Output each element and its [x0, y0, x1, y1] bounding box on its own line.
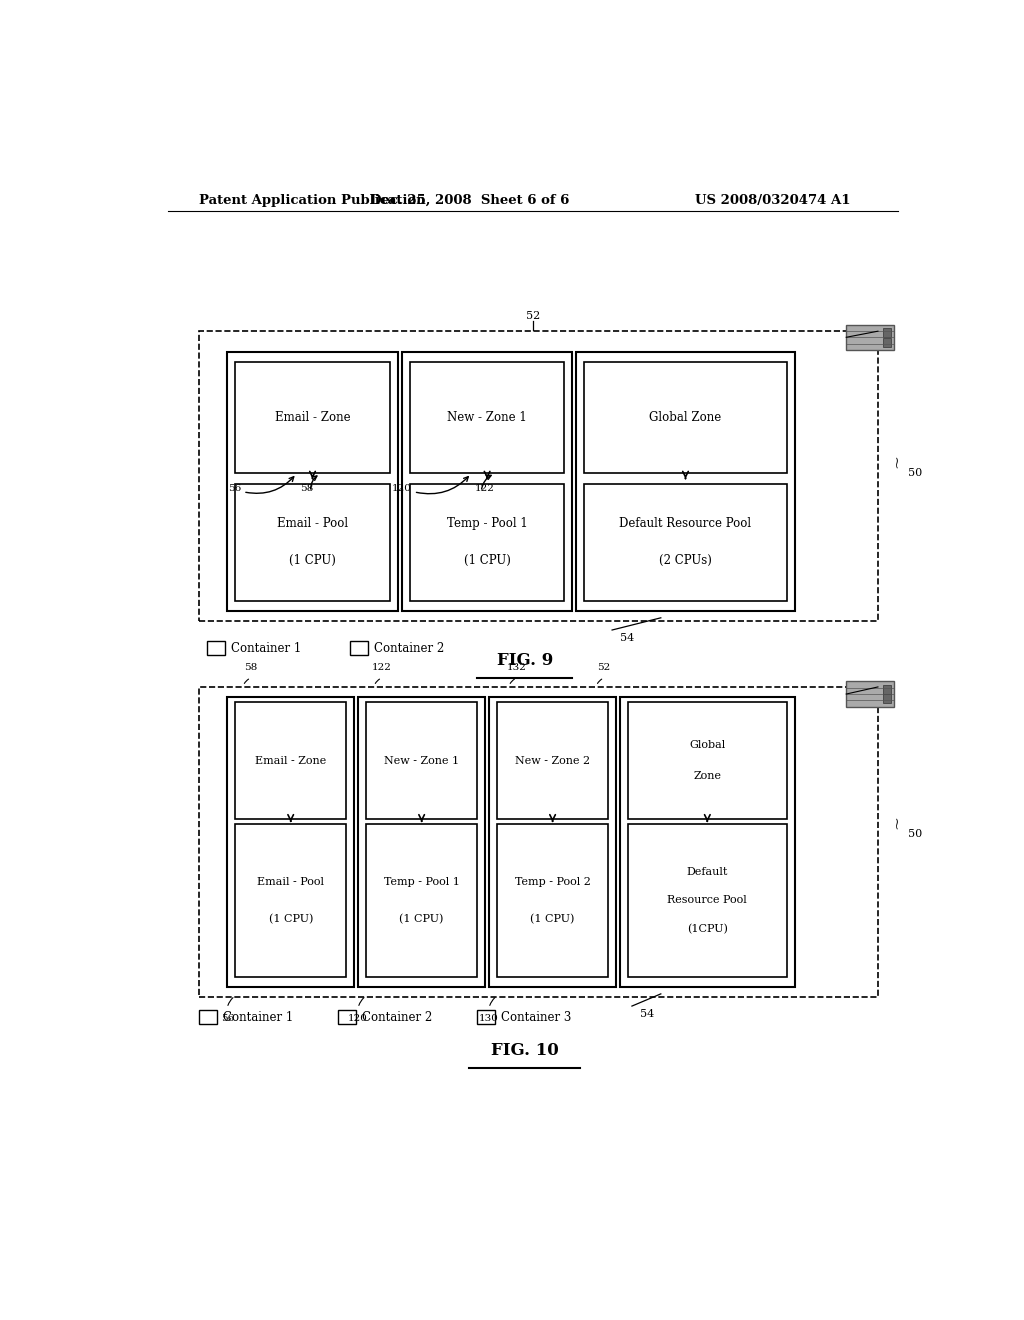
Text: New - Zone 1: New - Zone 1 [447, 411, 527, 424]
Text: Container 1: Container 1 [223, 1011, 294, 1024]
Text: Default Resource Pool: Default Resource Pool [620, 517, 752, 531]
Text: New - Zone 1: New - Zone 1 [384, 755, 459, 766]
Text: 132: 132 [507, 663, 526, 672]
Text: Temp - Pool 1: Temp - Pool 1 [446, 517, 527, 531]
Text: 50: 50 [908, 469, 923, 478]
Text: Resource Pool: Resource Pool [668, 895, 748, 906]
Text: Temp - Pool 2: Temp - Pool 2 [515, 876, 591, 887]
Text: Container 2: Container 2 [374, 642, 444, 655]
Bar [207, 642, 225, 656]
Text: 50: 50 [908, 829, 923, 840]
Bar [236, 824, 346, 977]
Text: Email - Zone: Email - Zone [255, 755, 327, 766]
Bar [410, 483, 564, 601]
Text: (1 CPU): (1 CPU) [464, 554, 511, 566]
Text: Email - Pool: Email - Pool [276, 517, 348, 531]
Text: 122: 122 [372, 663, 392, 672]
Bar [200, 1010, 217, 1024]
Bar [497, 702, 608, 818]
Text: Container 2: Container 2 [362, 1011, 432, 1024]
Text: 122: 122 [475, 484, 495, 494]
Text: FIG. 10: FIG. 10 [490, 1041, 559, 1059]
Bar [358, 697, 485, 987]
Bar [883, 685, 892, 693]
Bar [410, 362, 564, 474]
Text: 56: 56 [220, 1014, 233, 1023]
Text: (1 CPU): (1 CPU) [399, 913, 443, 924]
Text: Default: Default [687, 867, 728, 876]
Text: ~: ~ [888, 816, 905, 829]
Bar [200, 331, 878, 620]
Text: Global Zone: Global Zone [649, 411, 722, 424]
Text: 58: 58 [245, 663, 258, 672]
Bar [585, 362, 786, 474]
Text: 120: 120 [392, 484, 412, 494]
Text: (2 CPUs): (2 CPUs) [659, 554, 712, 566]
Text: 54: 54 [620, 634, 634, 643]
Text: Email - Zone: Email - Zone [274, 411, 350, 424]
Bar [227, 351, 397, 611]
Bar [236, 483, 390, 601]
Bar [577, 351, 795, 611]
Text: 52: 52 [525, 312, 540, 321]
Bar [883, 338, 892, 347]
Bar [367, 702, 477, 818]
Bar [401, 351, 572, 611]
Text: Zone: Zone [693, 771, 721, 781]
Bar [585, 483, 786, 601]
Text: 54: 54 [640, 1010, 654, 1019]
Text: Email - Pool: Email - Pool [257, 876, 325, 887]
Text: Container 1: Container 1 [231, 642, 301, 655]
Text: Patent Application Publication: Patent Application Publication [200, 194, 426, 206]
Text: 130: 130 [479, 1014, 499, 1023]
Bar [883, 327, 892, 337]
Text: 58: 58 [300, 484, 313, 494]
Bar [236, 702, 346, 818]
Text: (1CPU): (1CPU) [687, 924, 728, 935]
Bar [477, 1010, 495, 1024]
Bar [350, 642, 368, 656]
Text: 52: 52 [598, 663, 610, 672]
Bar [200, 686, 878, 997]
Text: (1 CPU): (1 CPU) [268, 913, 313, 924]
Bar [236, 362, 390, 474]
Text: New - Zone 2: New - Zone 2 [515, 755, 590, 766]
Text: Dec. 25, 2008  Sheet 6 of 6: Dec. 25, 2008 Sheet 6 of 6 [370, 194, 569, 206]
Text: (1 CPU): (1 CPU) [530, 913, 574, 924]
Text: 120: 120 [348, 1014, 368, 1023]
Bar [846, 681, 894, 706]
Bar [628, 702, 786, 818]
Text: Global: Global [689, 741, 725, 750]
Text: Container 3: Container 3 [501, 1011, 571, 1024]
Bar [620, 697, 795, 987]
Bar [628, 824, 786, 977]
Bar [497, 824, 608, 977]
Text: FIG. 9: FIG. 9 [497, 652, 553, 668]
Bar [227, 697, 354, 987]
Bar [883, 694, 892, 704]
Text: (1 CPU): (1 CPU) [289, 554, 336, 566]
Text: ~: ~ [888, 454, 905, 469]
Text: Temp - Pool 1: Temp - Pool 1 [384, 876, 460, 887]
Bar [338, 1010, 355, 1024]
Bar [846, 325, 894, 350]
Text: 56: 56 [228, 484, 242, 494]
Text: US 2008/0320474 A1: US 2008/0320474 A1 [694, 194, 850, 206]
Bar [367, 824, 477, 977]
Bar [489, 697, 616, 987]
